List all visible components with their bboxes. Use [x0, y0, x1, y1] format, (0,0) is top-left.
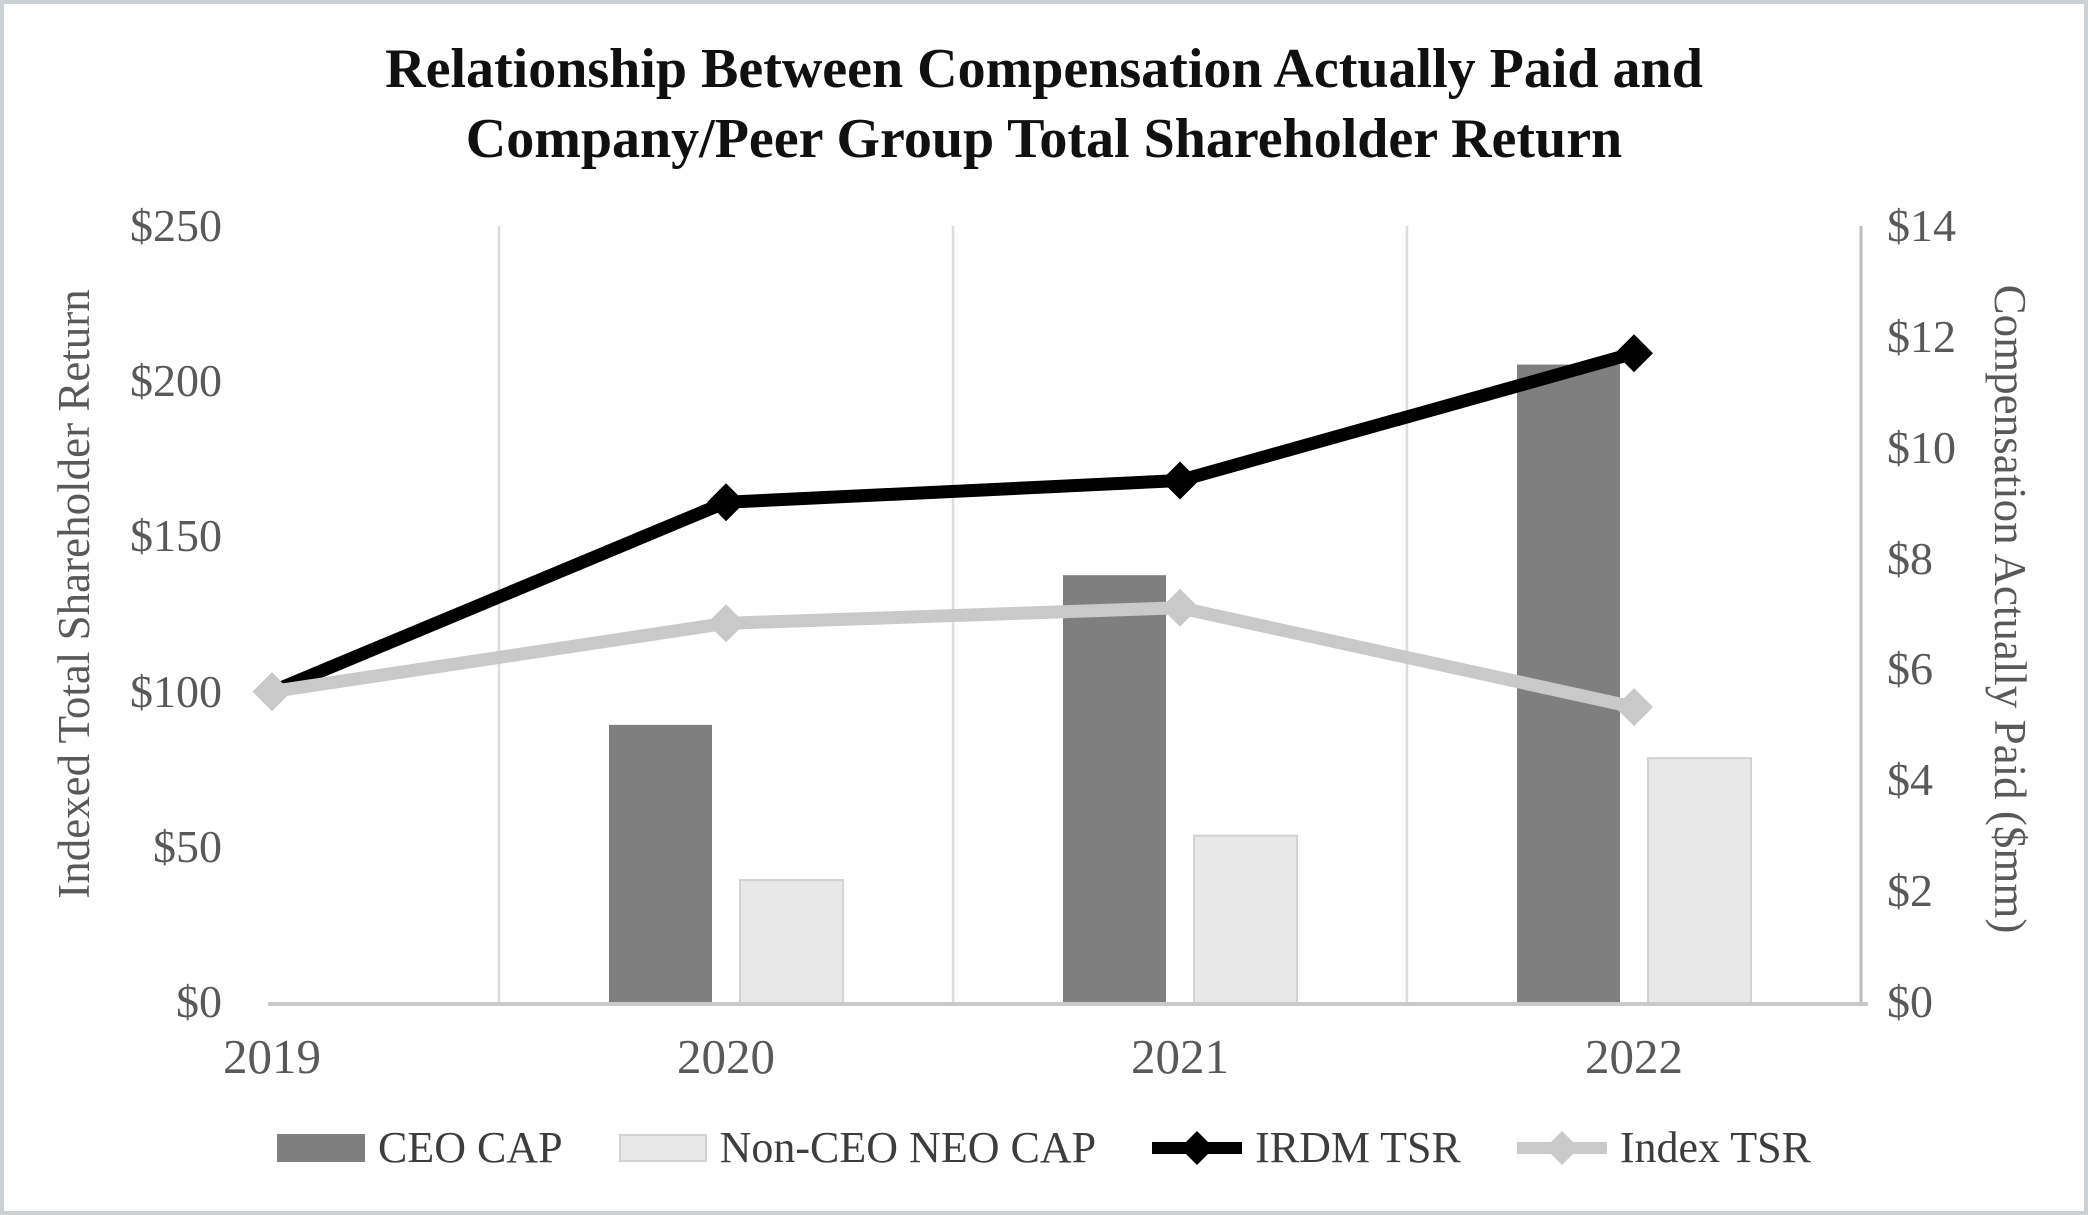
legend-item-index-tsr: Index TSR — [1516, 1118, 1811, 1178]
x-axis-label-2022: 2022 — [1585, 1029, 1683, 1084]
x-axis-label-2019: 2019 — [223, 1029, 321, 1084]
legend-label-non-ceo-neo-cap: Non-CEO NEO CAP — [719, 1123, 1097, 1172]
irdm-tsr-legend-line-marker-icon — [1152, 1131, 1243, 1165]
ceo-cap-bar-2020 — [609, 724, 712, 1004]
left-axis-tick-250: $250 — [130, 200, 222, 251]
right-axis-tick-8: $8 — [1887, 532, 1933, 584]
irdm-tsr-line — [269, 347, 1636, 698]
irdm-tsr-marker-2022 — [1615, 334, 1653, 373]
index-tsr-legend-line-marker-icon — [1516, 1131, 1607, 1165]
irdm-tsr-legend-diamond — [1180, 1131, 1215, 1165]
plot-area — [253, 226, 1868, 1006]
left-axis-title: Indexed Total Shareholder Return — [49, 289, 99, 899]
index-tsr-legend-diamond — [1544, 1131, 1579, 1165]
x-axis-label-2021: 2021 — [1131, 1029, 1229, 1084]
ceo-cap-bar-2021 — [1063, 575, 1166, 1004]
irdm-tsr-marker-2020 — [707, 483, 745, 522]
index-tsr-marker-2020 — [707, 604, 745, 643]
right-axis-tick-0: $0 — [1887, 976, 1933, 1027]
right-axis-title: Compensation Actually Paid ($mm) — [1985, 284, 2035, 934]
x-axis-label-2020: 2020 — [677, 1029, 775, 1084]
right-axis-tick-10: $10 — [1887, 421, 1956, 473]
chart-title-line-2: Company/Peer Group Total Shareholder Ret… — [465, 108, 1623, 170]
irdm-tsr-marker-2021 — [1161, 461, 1199, 500]
legend-label-ceo-cap: CEO CAP — [378, 1123, 563, 1172]
right-axis-tick-14: $14 — [1887, 200, 1956, 251]
legend-item-irdm-tsr: IRDM TSR — [1152, 1118, 1461, 1178]
right-axis-tick-2: $2 — [1887, 865, 1933, 917]
index-tsr-marker-2022 — [1615, 688, 1653, 727]
legend-label-index-tsr: Index TSR — [1619, 1123, 1811, 1172]
left-axis-tick-100: $100 — [130, 665, 222, 717]
left-axis-tick-150: $150 — [130, 510, 222, 562]
legend-label-irdm-tsr: IRDM TSR — [1255, 1123, 1461, 1172]
left-axis-tick-50: $50 — [153, 820, 222, 872]
index-tsr-line — [271, 601, 1636, 714]
legend-item-non-ceo-neo-cap: Non-CEO NEO CAP — [618, 1118, 1097, 1178]
legend-item-ceo-cap: CEO CAP — [277, 1118, 563, 1178]
non-ceo-neo-cap-bar-2022 — [1647, 757, 1752, 1005]
left-axis-tick-200: $200 — [130, 355, 222, 407]
index-tsr-marker-2021 — [1161, 588, 1199, 627]
right-axis-tick-12: $12 — [1887, 310, 1956, 362]
index-tsr-marker-2019 — [253, 672, 291, 711]
ceo-cap-legend-swatch-icon — [277, 1134, 366, 1162]
non-ceo-neo-cap-bar-2021 — [1193, 834, 1298, 1006]
legend: CEO CAP Non-CEO NEO CAP IRDM TSR Index TSR — [4, 1118, 2084, 1178]
non-ceo-neo-cap-bar-2020 — [739, 879, 844, 1005]
non-ceo-neo-cap-legend-swatch-icon — [618, 1134, 707, 1162]
chart-title-line-1: Relationship Between Compensation Actual… — [385, 38, 1703, 100]
left-axis-tick-0: $0 — [176, 976, 222, 1027]
right-axis-tick-6: $6 — [1887, 643, 1933, 695]
chart-title: Relationship Between Compensation Actual… — [4, 34, 2084, 174]
right-axis-tick-4: $4 — [1887, 754, 1933, 806]
